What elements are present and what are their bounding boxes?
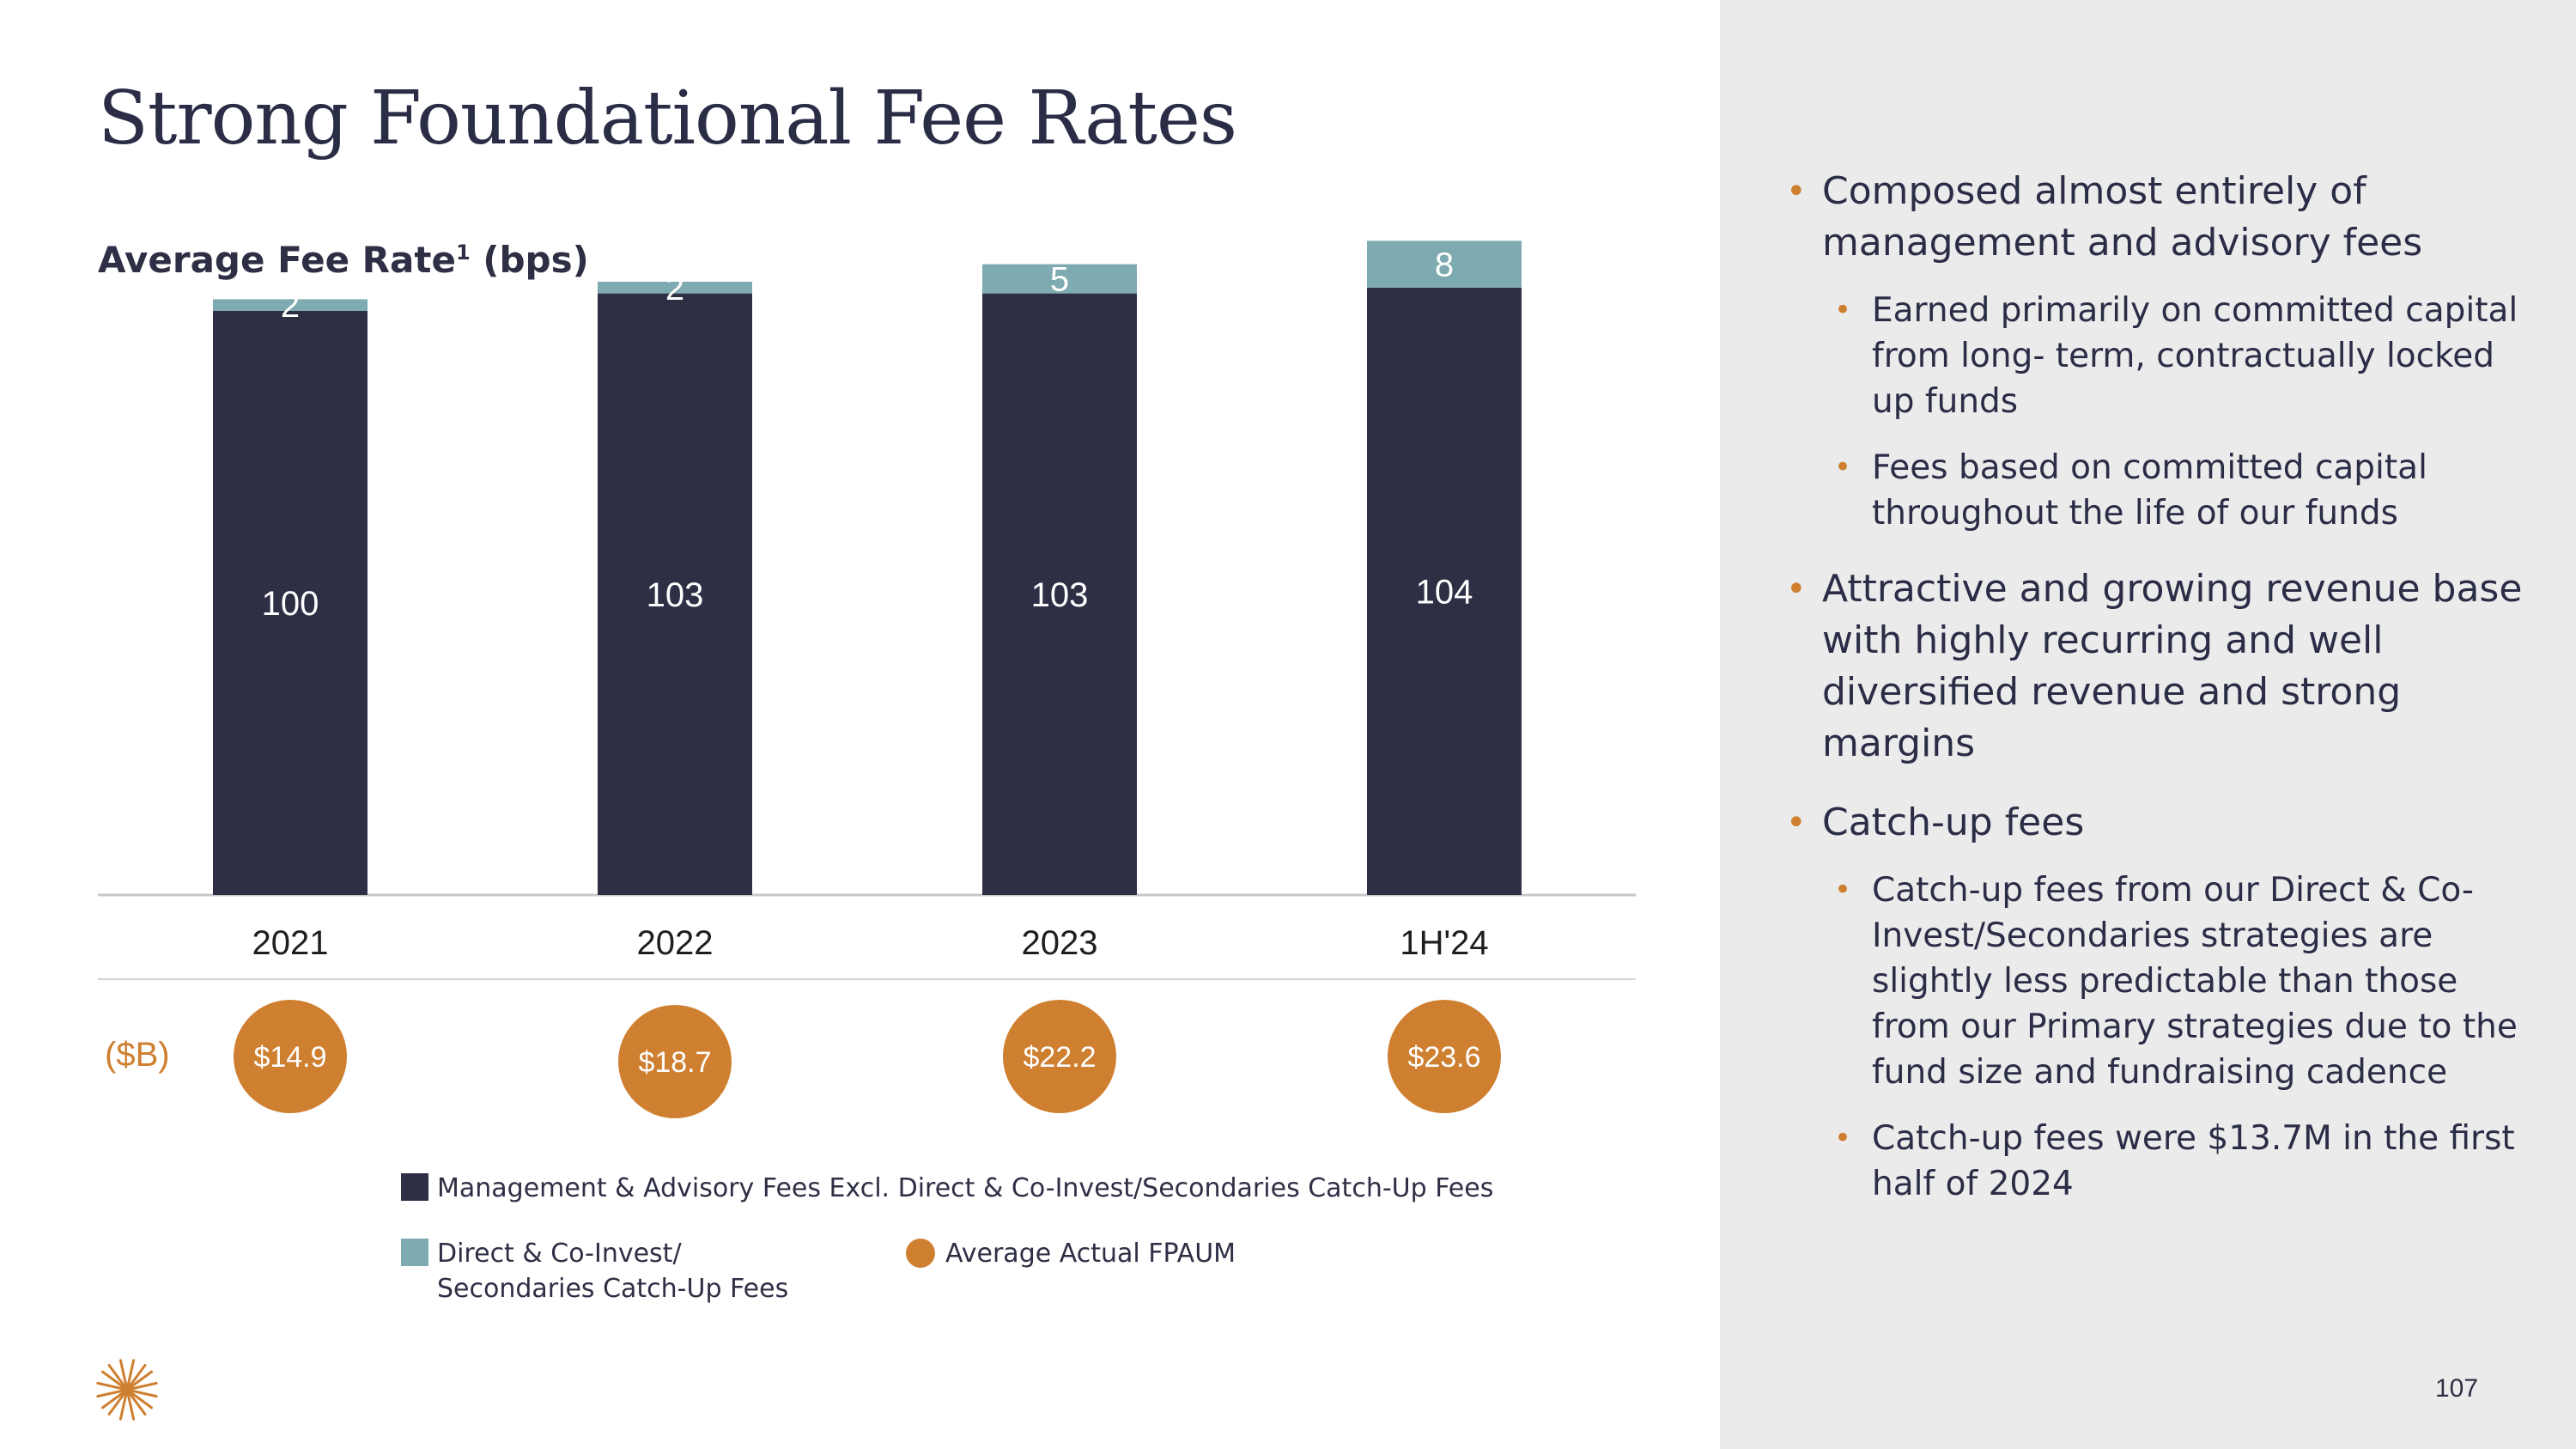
- bar-value-label: 100: [262, 585, 319, 623]
- sub-bullet-item: Earned primarily on committed capital fr…: [1777, 288, 2533, 424]
- bar-value-label: 2: [665, 270, 684, 307]
- bar-catch-up-fees: [1367, 240, 1522, 288]
- bar-management-fees: [213, 311, 368, 895]
- legend-swatch-teal: [401, 1239, 428, 1266]
- legend-dot-orange: [906, 1239, 935, 1268]
- bar-value-label: 8: [1435, 247, 1454, 284]
- x-tick-label: 2021: [252, 924, 329, 962]
- page-number: 107: [2435, 1374, 2479, 1403]
- fpaum-bubble: [1388, 1000, 1501, 1113]
- fpaum-bubble: [1003, 1000, 1116, 1113]
- bullet-text: Attractive and growing revenue base with…: [1822, 567, 2523, 765]
- sub-bullet-item: Fees based on committed capital througho…: [1777, 445, 2533, 536]
- fpaum-label: $23.6: [1407, 1041, 1480, 1074]
- chart-subtitle-unit: (bps): [483, 239, 589, 281]
- chart-subtitle-text: Average Fee Rate: [98, 239, 456, 281]
- sub-bullet-item: Catch-up fees from our Direct & Co-Inves…: [1777, 868, 2533, 1095]
- bar-management-fees: [598, 293, 752, 896]
- starburst-logo-icon: [96, 1359, 158, 1421]
- sub-bullet-list: Catch-up fees from our Direct & Co-Inves…: [1822, 868, 2533, 1207]
- fpaum-label: $22.2: [1023, 1041, 1096, 1074]
- x-tick-label: 1H'24: [1400, 924, 1488, 962]
- bar-value-label: 104: [1416, 573, 1473, 611]
- footnote-marker: 1: [455, 240, 471, 265]
- bullet-text: Catch-up fees: [1822, 801, 2085, 844]
- bar-catch-up-fees: [213, 299, 368, 311]
- bar-value-label: 103: [647, 576, 704, 614]
- fee-rate-chart: 100 2 2021 $14.9 103 2 2022 $18.7 103 5 2023 $22.2 1…: [98, 240, 1636, 1118]
- bar-value-label: 5: [1050, 261, 1069, 299]
- bar-catch-up-fees: [598, 282, 752, 294]
- x-tick-label: 2023: [1022, 924, 1098, 962]
- legend-item-management-fees: Management & Advisory Fees Excl. Direct …: [401, 1171, 1493, 1206]
- sub-bullet-list: Earned primarily on committed capital fr…: [1822, 288, 2533, 536]
- legend-label: Direct & Co-Invest/ Secondaries Catch-Up…: [437, 1239, 789, 1304]
- legend-label: Management & Advisory Fees Excl. Direct …: [437, 1173, 1494, 1203]
- bar-management-fees: [1367, 287, 1522, 895]
- x-tick-label: 2022: [637, 924, 714, 962]
- bar-value-label: 2: [281, 287, 300, 325]
- page-title: Strong Foundational Fee Rates: [98, 76, 1237, 161]
- fpaum-unit-label: ($B): [105, 1036, 170, 1074]
- legend-label: Average Actual FPAUM: [945, 1239, 1236, 1269]
- bar-value-label: 103: [1031, 576, 1089, 614]
- chart-subtitle: Average Fee Rate1 (bps): [98, 239, 589, 281]
- fpaum-bubble: [618, 1005, 732, 1118]
- legend-swatch-navy: [401, 1173, 428, 1201]
- legend-item-catch-up-fees: Direct & Co-Invest/ Secondaries Catch-Up…: [401, 1236, 788, 1306]
- bullet-item: Attractive and growing revenue base with…: [1777, 563, 2533, 770]
- bullet-list: Composed almost entirely of management a…: [1777, 166, 2533, 1234]
- bullet-item: Catch-up fees Catch-up fees from our Dire…: [1777, 797, 2533, 1207]
- bar-catch-up-fees: [982, 264, 1137, 294]
- bullet-text: Composed almost entirely of management a…: [1822, 169, 2423, 265]
- bullet-item: Composed almost entirely of management a…: [1777, 166, 2533, 536]
- bar-management-fees: [982, 293, 1137, 896]
- fpaum-label: $18.7: [638, 1046, 711, 1079]
- legend-item-fpaum: Average Actual FPAUM: [906, 1236, 1236, 1271]
- fpaum-label: $14.9: [253, 1041, 326, 1074]
- sub-bullet-item: Catch-up fees were $13.7M in the first h…: [1777, 1116, 2533, 1207]
- fpaum-bubble: [234, 1000, 347, 1113]
